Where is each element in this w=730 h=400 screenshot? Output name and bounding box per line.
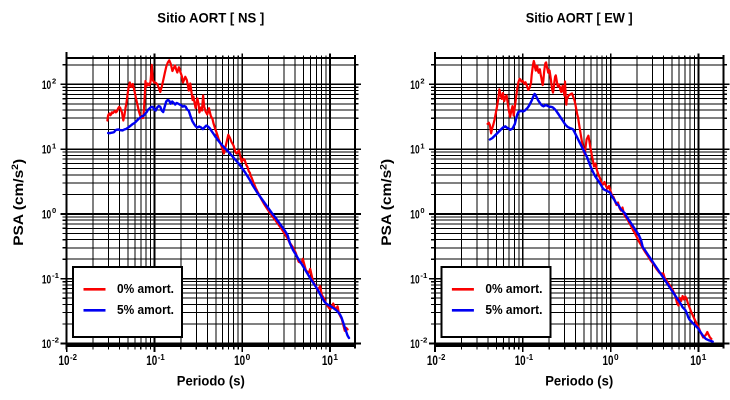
svg-text:10: 10 <box>603 353 614 368</box>
svg-text:1: 1 <box>420 141 424 150</box>
svg-text:10: 10 <box>322 353 333 368</box>
svg-text:10: 10 <box>42 78 52 92</box>
svg-text:10: 10 <box>690 353 701 368</box>
svg-text:-1: -1 <box>52 271 59 280</box>
svg-text:10: 10 <box>410 208 420 222</box>
svg-text:0: 0 <box>246 353 251 362</box>
svg-text:10: 10 <box>42 337 52 351</box>
svg-text:10: 10 <box>42 143 52 157</box>
svg-text:0% amort.: 0% amort. <box>485 282 542 296</box>
svg-text:-2: -2 <box>438 353 446 362</box>
svg-text:5% amort.: 5% amort. <box>117 303 174 317</box>
svg-text:0: 0 <box>614 353 619 362</box>
svg-text:-1: -1 <box>158 353 166 362</box>
svg-text:10: 10 <box>515 353 526 368</box>
svg-text:-1: -1 <box>526 353 534 362</box>
svg-text:10: 10 <box>410 143 420 157</box>
svg-text:PSA (cm/s2): PSA (cm/s2) <box>10 159 26 246</box>
svg-text:10: 10 <box>146 353 157 368</box>
svg-text:Periodo (s): Periodo (s) <box>177 372 245 388</box>
svg-text:0% amort.: 0% amort. <box>117 282 174 296</box>
svg-text:2: 2 <box>52 77 56 86</box>
svg-text:10: 10 <box>410 337 420 351</box>
svg-text:10: 10 <box>42 272 52 286</box>
svg-text:-2: -2 <box>420 336 427 345</box>
svg-text:1: 1 <box>52 141 56 150</box>
svg-text:-2: -2 <box>70 353 78 362</box>
svg-text:10: 10 <box>427 353 438 368</box>
svg-text:PSA (cm/s2): PSA (cm/s2) <box>378 159 394 246</box>
svg-text:1: 1 <box>702 353 707 362</box>
svg-text:Sitio AORT [ EW ]: Sitio AORT [ EW ] <box>526 9 633 25</box>
svg-text:10: 10 <box>234 353 245 368</box>
svg-text:Sitio AORT [ NS ]: Sitio AORT [ NS ] <box>157 9 264 25</box>
svg-text:10: 10 <box>59 353 70 368</box>
svg-text:Periodo (s): Periodo (s) <box>545 372 613 388</box>
svg-text:-1: -1 <box>420 271 427 280</box>
svg-text:0: 0 <box>52 206 56 215</box>
svg-text:0: 0 <box>420 206 424 215</box>
svg-text:1: 1 <box>333 353 338 362</box>
svg-text:10: 10 <box>410 272 420 286</box>
svg-text:10: 10 <box>410 78 420 92</box>
svg-text:5% amort.: 5% amort. <box>485 303 542 317</box>
svg-text:10: 10 <box>42 208 52 222</box>
svg-text:2: 2 <box>420 77 424 86</box>
svg-text:-2: -2 <box>52 336 59 345</box>
